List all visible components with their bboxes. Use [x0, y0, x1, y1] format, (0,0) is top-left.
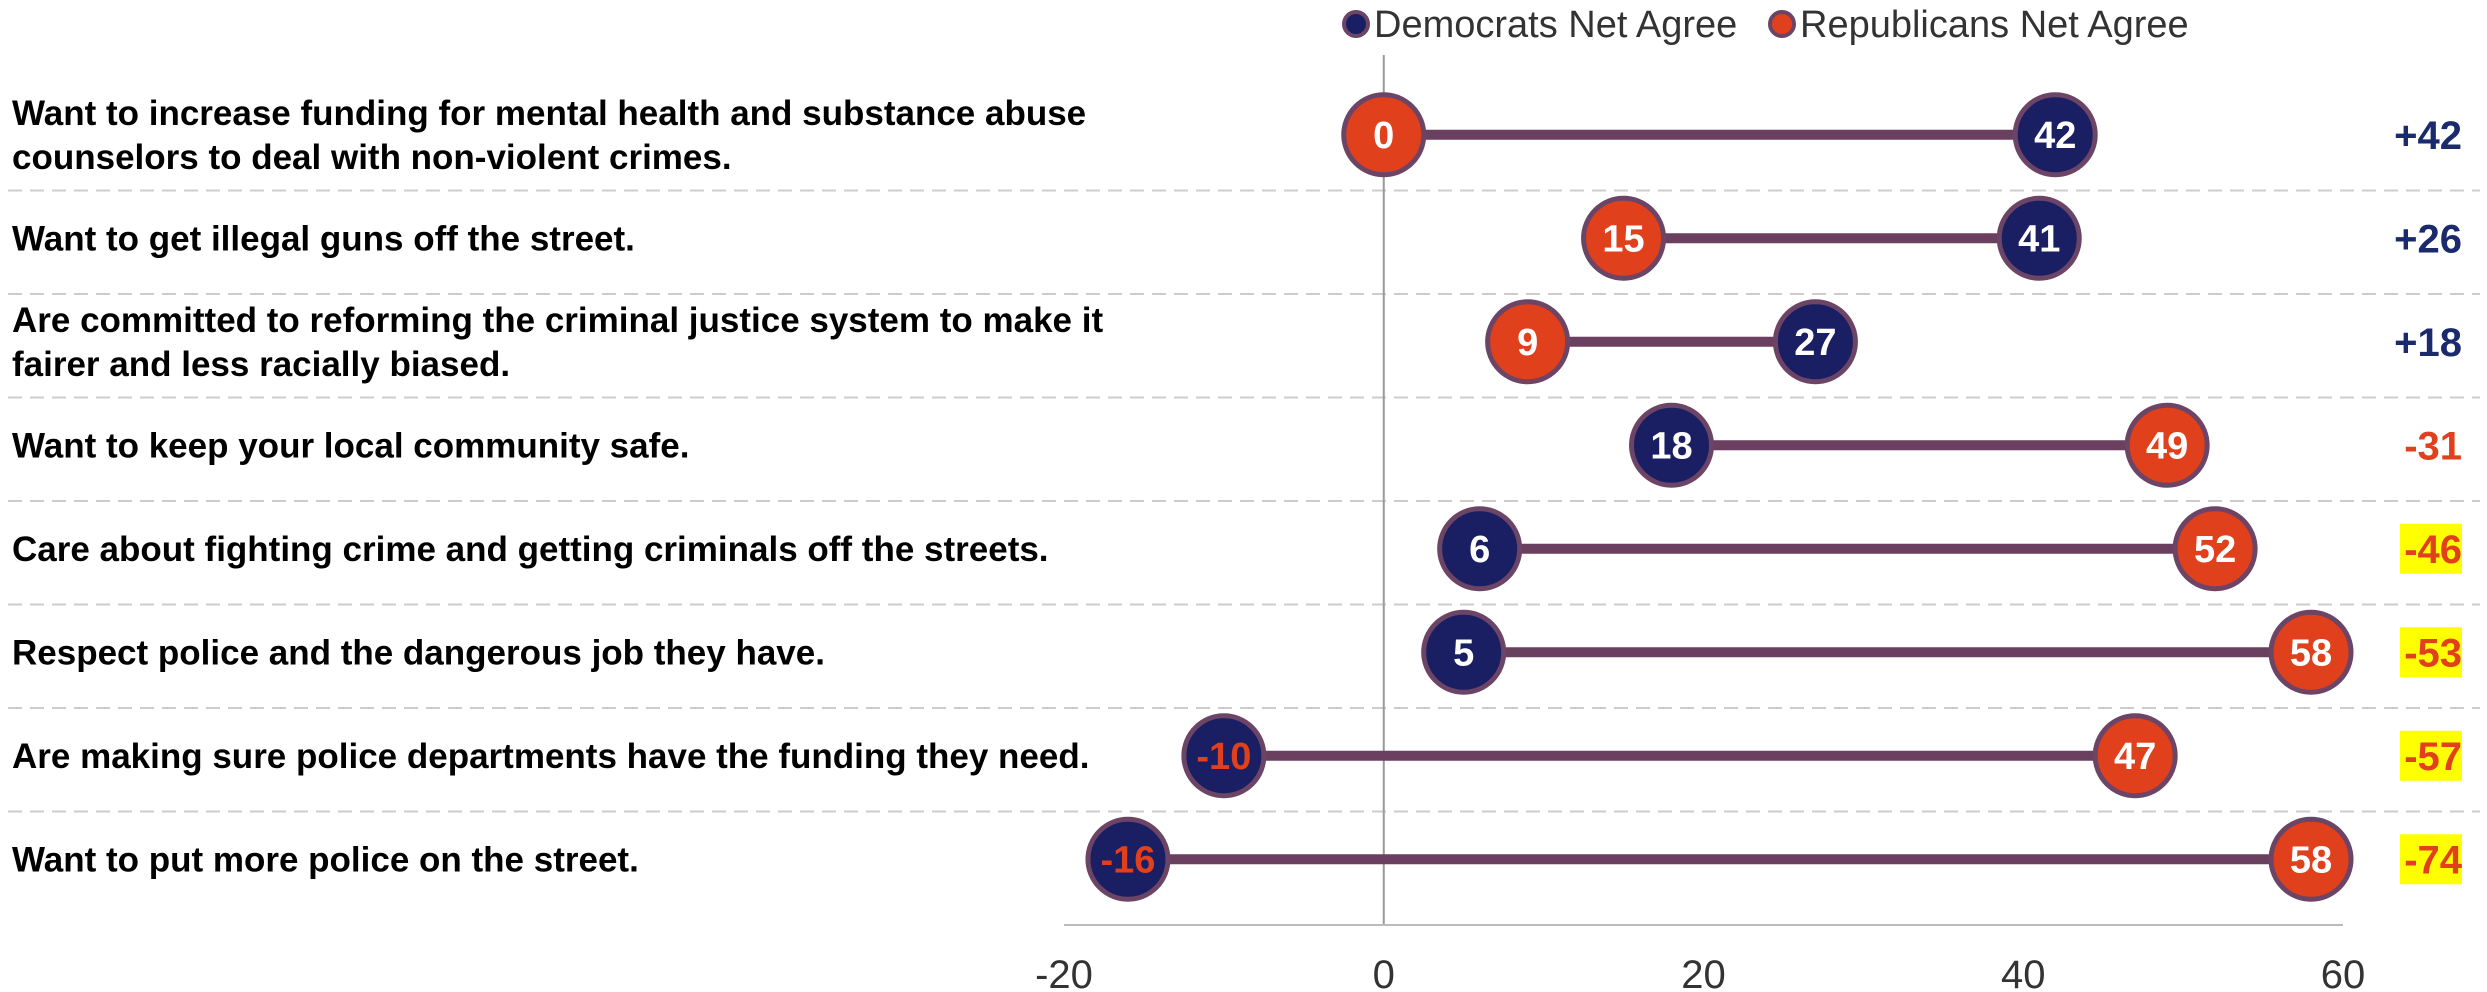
chart-row: Respect police and the dangerous job the…	[12, 609, 2462, 695]
point-democrats	[1421, 609, 1507, 695]
chart-row: Want to keep your local community safe. 4…	[12, 402, 2462, 488]
chart-row: Care about fighting crime and getting cr…	[12, 506, 2462, 592]
chart-row: Are committed to reforming the criminal …	[12, 299, 2462, 385]
point-democrats	[1085, 816, 1171, 902]
x-tick-label: 20	[1681, 953, 1726, 992]
chart-row: Want to get illegal guns off the street.…	[12, 195, 2462, 281]
row-label: Care about fighting crime and getting cr…	[12, 530, 1049, 569]
point-democrats	[1181, 713, 1267, 799]
data-label-democrats: 41	[2018, 218, 2060, 260]
data-label-democrats: 27	[1794, 322, 1836, 364]
net-difference-label: -53	[2404, 631, 2462, 675]
data-label-republicans: 0	[1373, 115, 1394, 157]
data-label-democrats: 18	[1650, 425, 1692, 467]
net-difference-label: +42	[2394, 114, 2462, 158]
data-label-democrats: 6	[1469, 529, 1490, 571]
net-difference-label: -31	[2404, 424, 2462, 468]
point-republicans	[1485, 299, 1571, 385]
point-democrats	[1437, 506, 1523, 592]
x-tick-label: 60	[2321, 953, 2366, 992]
row-label: Want to increase funding for mental heal…	[12, 94, 1086, 133]
diff-highlight	[2400, 834, 2462, 885]
legend: Democrats Net Agree Republicans Net Agree	[1342, 4, 2189, 46]
legend-marker-republicans	[1768, 10, 1796, 38]
point-democrats	[1996, 195, 2082, 281]
row-label: counselors to deal with non-violent crim…	[12, 138, 732, 177]
point-republicans	[2172, 506, 2258, 592]
net-difference-label: -46	[2404, 528, 2462, 572]
legend-marker-democrats	[1342, 10, 1370, 38]
net-difference-label: +18	[2394, 321, 2462, 365]
point-republicans	[1581, 195, 1667, 281]
point-democrats	[1629, 402, 1715, 488]
data-label-republicans: 49	[2146, 425, 2188, 467]
chart-row: Are making sure police departments have …	[12, 713, 2462, 799]
data-label-democrats: -10	[1196, 736, 1251, 778]
net-difference-label: -74	[2404, 838, 2463, 882]
net-difference-label: -57	[2404, 735, 2462, 779]
data-label-republicans: 47	[2114, 736, 2156, 778]
data-label-democrats: 42	[2034, 115, 2076, 157]
row-label: Are committed to reforming the criminal …	[12, 301, 1103, 340]
data-label-republicans: 58	[2290, 839, 2332, 881]
row-label: Want to keep your local community safe.	[12, 426, 689, 465]
x-tick-label: 40	[2001, 953, 2046, 992]
legend-label-republicans: Republicans Net Agree	[1800, 4, 2189, 46]
diff-highlight	[2400, 730, 2462, 781]
row-label: Respect police and the dangerous job the…	[12, 633, 825, 672]
data-label-republicans: 52	[2194, 529, 2236, 571]
axes: -20 0 20 40 60	[1035, 55, 2365, 992]
diff-highlight	[2400, 627, 2462, 678]
data-label-republicans: 58	[2290, 632, 2332, 674]
legend-label-democrats: Democrats Net Agree	[1374, 4, 1737, 46]
row-separators	[8, 189, 2480, 813]
point-republicans	[1341, 92, 1427, 178]
row-label: Want to put more police on the street.	[12, 840, 639, 879]
point-republicans	[2268, 609, 2354, 695]
net-difference-label: +26	[2394, 217, 2462, 261]
point-democrats	[2012, 92, 2098, 178]
x-tick-label: -20	[1035, 953, 1093, 992]
data-label-republicans: 9	[1517, 322, 1538, 364]
row-label: Are making sure police departments have …	[12, 737, 1089, 776]
chart-row: Want to put more police on the street. 58…	[12, 816, 2463, 902]
row-label: Want to get illegal guns off the street.	[12, 219, 635, 258]
chart-rows: Want to increase funding for mental heal…	[12, 92, 2463, 902]
point-republicans	[2092, 713, 2178, 799]
row-label: fairer and less racially biased.	[12, 345, 510, 384]
point-republicans	[2124, 402, 2210, 488]
data-label-republicans: 15	[1602, 218, 1644, 260]
point-republicans	[2268, 816, 2354, 902]
point-democrats	[1772, 299, 1858, 385]
x-tick-label: 0	[1373, 953, 1395, 992]
diff-highlight	[2400, 523, 2462, 574]
chart-row: Want to increase funding for mental heal…	[12, 92, 2462, 178]
data-label-democrats: -16	[1100, 839, 1155, 881]
data-label-democrats: 5	[1453, 632, 1474, 674]
